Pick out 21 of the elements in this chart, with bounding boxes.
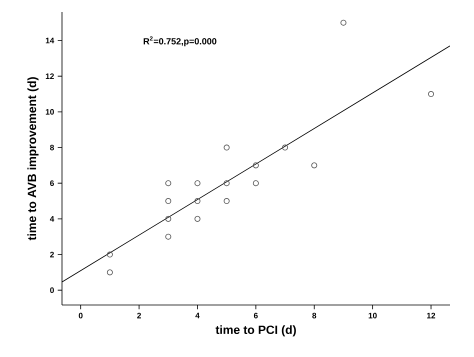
point <box>194 180 200 186</box>
point <box>165 234 172 240</box>
point <box>252 162 259 168</box>
point <box>106 252 113 258</box>
annotation: R$^{2}$=0.752,p=0.000 <box>144 36 216 46</box>
x-axis-title: time to PCI (d) <box>216 325 296 336</box>
point <box>311 162 318 168</box>
point <box>194 216 200 222</box>
point <box>165 180 172 186</box>
point <box>106 269 113 276</box>
point <box>252 180 259 186</box>
point <box>165 198 172 204</box>
point <box>224 198 230 204</box>
point <box>340 20 346 26</box>
point <box>194 198 200 204</box>
y-axis-title: time to AVB improvement (d) <box>27 77 39 240</box>
point <box>224 180 230 186</box>
point <box>224 144 230 151</box>
point <box>165 216 172 222</box>
point <box>282 144 288 151</box>
point <box>428 91 434 98</box>
